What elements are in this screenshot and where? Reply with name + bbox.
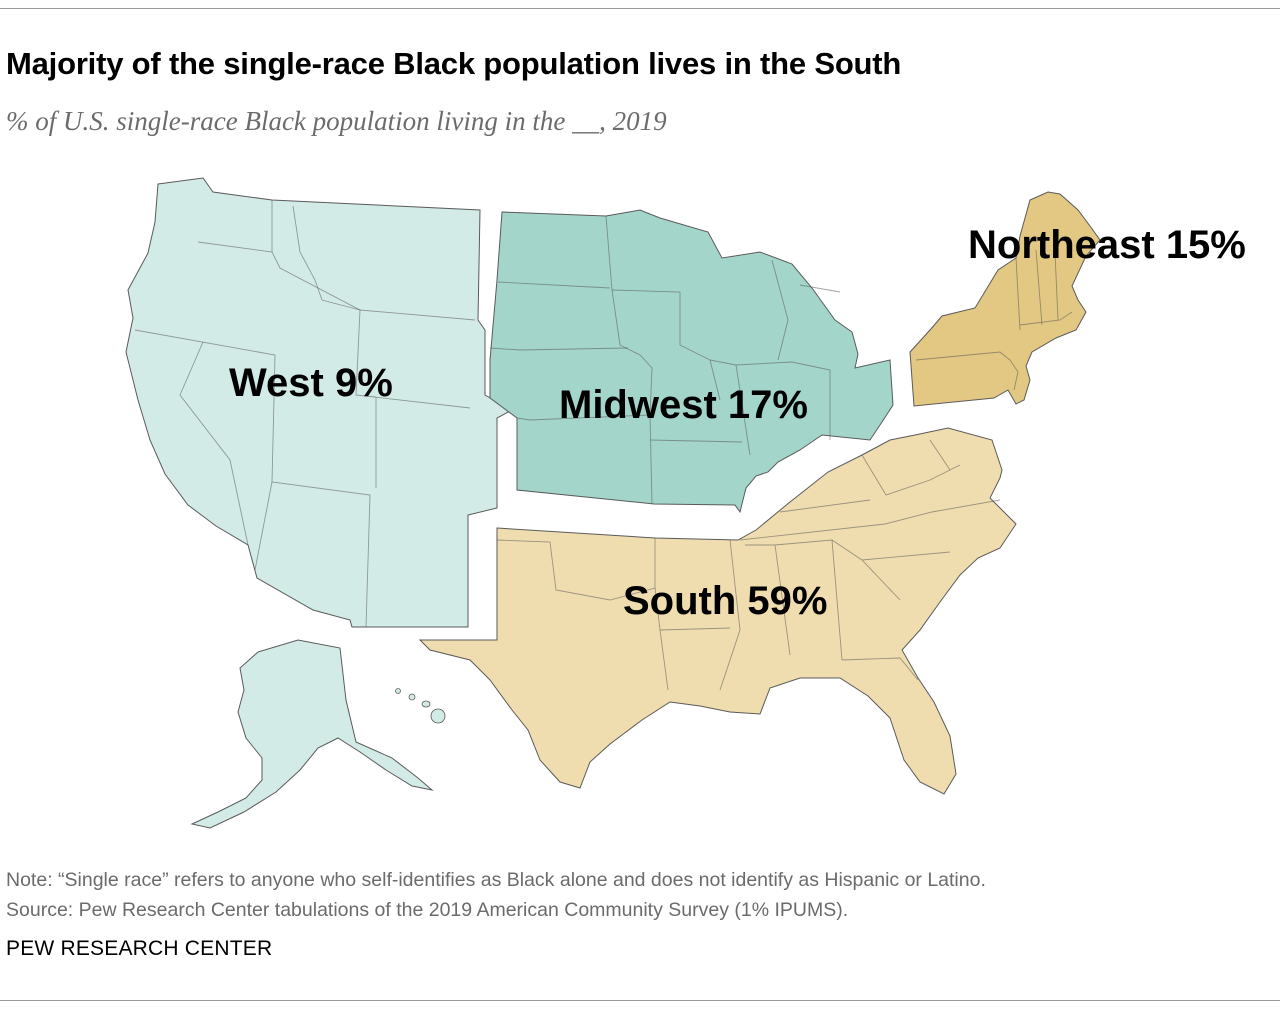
northeast-region-shape bbox=[909, 191, 1101, 407]
chart-title: Majority of the single-race Black popula… bbox=[6, 46, 902, 81]
label-west: West 9% bbox=[229, 361, 393, 405]
top-rule bbox=[0, 8, 1280, 9]
hawaii-island-2 bbox=[408, 693, 416, 701]
label-northeast: Northeast 15% bbox=[968, 223, 1246, 267]
region-west: West 9% bbox=[125, 177, 514, 829]
us-region-map: West 9% Midwest 17% Northeast 15% South … bbox=[125, 177, 1246, 829]
source-note: Source: Pew Research Center tabulations … bbox=[6, 899, 849, 921]
midwest-region-shape bbox=[489, 209, 894, 514]
chart-subtitle: % of U.S. single-race Black population l… bbox=[6, 106, 667, 136]
hawaii-island-4 bbox=[430, 708, 446, 724]
alaska-shape bbox=[190, 639, 434, 829]
label-south: South 59% bbox=[623, 579, 827, 623]
hawaii-island-1 bbox=[395, 688, 401, 694]
hawaii-island-3 bbox=[421, 700, 431, 708]
west-region-shape bbox=[125, 177, 514, 628]
region-midwest: Midwest 17% bbox=[489, 209, 894, 514]
bottom-rule bbox=[0, 1000, 1280, 1001]
label-midwest: Midwest 17% bbox=[559, 383, 808, 427]
south-region-shape bbox=[418, 427, 1017, 795]
region-south: South 59% bbox=[418, 427, 1017, 795]
footnote: Note: “Single race” refers to anyone who… bbox=[6, 869, 986, 891]
region-northeast: Northeast 15% bbox=[909, 191, 1246, 407]
brand-name: PEW RESEARCH CENTER bbox=[6, 937, 273, 960]
